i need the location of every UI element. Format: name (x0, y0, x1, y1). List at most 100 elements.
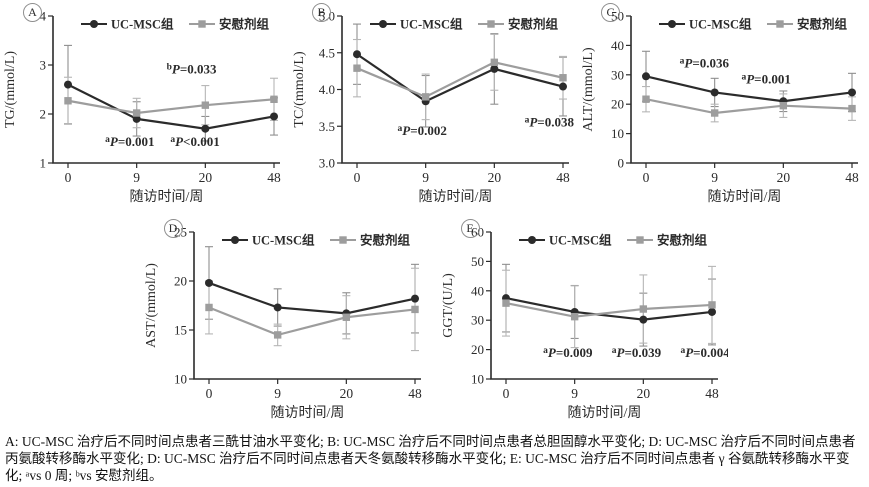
legend-marker-circle (230, 236, 239, 244)
series-line-placebo (208, 306, 415, 337)
p-value-annotation: aP=0.036 (680, 55, 730, 70)
legend-marker-circle (90, 20, 98, 28)
p-value-annotation: bP=0.033 (167, 61, 217, 76)
data-point-circle (559, 82, 567, 91)
y-axis-title: GGT/(U/L) (441, 273, 456, 338)
data-point-square (342, 313, 350, 321)
p-value-annotation: aP=0.001 (741, 72, 790, 87)
legend-label: 安慰剂组 (360, 233, 411, 248)
data-point-square (639, 305, 647, 313)
data-point-square (559, 74, 567, 82)
data-point-square (201, 101, 210, 109)
x-tick-label: 20 (777, 170, 791, 185)
p-value-annotation: aP=0.039 (611, 345, 661, 360)
y-tick-label: 40 (611, 38, 624, 53)
y-tick-label: 4.0 (319, 82, 335, 97)
series-line-placebo (645, 98, 853, 115)
panel-e: E 10 20 30 40 50 60 0 9 20 48 GGT/(U/L) 随访时间/周 UC-MS… (439, 218, 730, 430)
y-tick-label: 40 (471, 283, 484, 298)
x-axis-title: 随访时间/周 (130, 189, 204, 205)
data-point-circle (273, 303, 282, 312)
panel-c: C 0 10 20 30 40 50 0 9 20 48 ALT/(mmol/L) 随访时间/周 UC-… (579, 2, 868, 214)
x-tick-label: 48 (845, 170, 859, 185)
p-value-annotation: aP<0.001 (170, 134, 219, 149)
y-axis-title: ALT/(mmol/L) (581, 47, 596, 132)
legend-marker-square (338, 236, 347, 244)
data-point-circle (270, 112, 278, 121)
data-point-circle (204, 278, 213, 287)
x-axis-title: 随访时间/周 (270, 405, 344, 421)
data-point-square (642, 95, 650, 103)
legend-label: UC-MSC组 (400, 17, 463, 32)
chart-a-tg: 1 2 3 4 0 9 20 48 TG/(mmol/L) 随访时间/周 UC-MSC组 安慰剂组 bP… (3, 9, 281, 206)
x-tick-label: 0 (643, 170, 650, 185)
x-axis-title: 随访时间/周 (419, 189, 493, 205)
y-tick-label: 0 (618, 156, 625, 171)
y-tick-label: 15 (174, 323, 187, 338)
y-tick-label: 3 (40, 58, 47, 73)
data-point-square (410, 305, 419, 314)
y-axis-title: TG/(mmol/L) (3, 51, 18, 128)
x-tick-label: 9 (422, 170, 429, 185)
legend-marker-circle (668, 20, 676, 28)
panel-letter-a: A (23, 3, 42, 22)
data-point-circle (490, 64, 499, 73)
axis (52, 16, 280, 164)
p-value-annotation: aP=0.009 (543, 345, 593, 360)
axis (630, 16, 858, 164)
series-line-placebo (67, 98, 275, 115)
series-line-ucmsc (67, 83, 275, 130)
data-point-square (710, 109, 719, 117)
data-point-circle (707, 307, 716, 316)
data-point-circle (132, 114, 141, 123)
y-tick-label: 3.5 (319, 119, 335, 134)
y-tick-label: 2 (40, 107, 47, 122)
legend-label: UC-MSC组 (111, 17, 174, 32)
x-tick-label: 20 (199, 170, 213, 185)
data-point-square (64, 97, 72, 105)
series-line-placebo (356, 61, 564, 99)
legend-marker-square (776, 20, 784, 28)
data-point-square (779, 101, 788, 110)
chart-row-top: A 1 2 3 4 0 9 20 48 TG/(mmol/L) 随访时间/周 UC-MSC组 安慰剂组… (0, 2, 869, 214)
p-value-annotation: aP=0.038 (525, 114, 575, 129)
x-tick-label: 48 (267, 170, 281, 185)
y-tick-label: 10 (611, 126, 624, 141)
data-point-square (353, 64, 361, 72)
x-tick-label: 20 (636, 386, 650, 401)
x-tick-label: 20 (488, 170, 502, 185)
legend-marker-square (487, 20, 495, 28)
chart-b-tc: 3.03.54.04.55.00 9 20 48TC/(mmol/L)随访时间/周UC… (292, 9, 575, 206)
legend-label: 安慰剂组 (508, 17, 559, 32)
legend-label: UC-MSC组 (252, 233, 315, 248)
data-point-square (490, 58, 499, 67)
legend-marker-square (635, 236, 644, 244)
legend-label: UC-MSC组 (689, 17, 752, 32)
y-tick-label: 20 (611, 97, 624, 112)
x-tick-label: 9 (571, 386, 578, 401)
y-tick-label: 1 (40, 156, 47, 171)
data-point-circle (201, 124, 210, 133)
p-value-annotation: aP=0.001 (105, 134, 154, 149)
y-tick-label: 20 (174, 274, 187, 289)
data-point-circle (64, 80, 72, 89)
data-point-square (501, 299, 510, 307)
p-value-annotation: aP=0.002 (398, 123, 447, 138)
series-line-ucmsc (208, 281, 415, 315)
series-line-placebo (505, 302, 712, 318)
data-point-square (273, 331, 281, 339)
data-point-square (848, 104, 856, 113)
panel-a: A 1 2 3 4 0 9 20 48 TG/(mmol/L) 随访时间/周 UC-MSC组 安慰剂组… (1, 2, 290, 214)
figure-caption: A: UC-MSC 治疗后不同时间点患者三酰甘油水平变化; B: UC-MSC … (5, 434, 856, 483)
y-tick-label: 4 (40, 9, 47, 24)
data-point-circle (353, 50, 361, 59)
panel-letter-c: C (601, 3, 620, 22)
x-tick-label: 48 (408, 386, 422, 401)
panel-b: B 3.0 3.5 4.0 4.5 5.0 0 9 20 48 TC/(mmol/L) 随访时间/周… (290, 2, 579, 214)
data-point-square (132, 109, 141, 117)
data-point-circle (638, 315, 647, 324)
panel-letter-e: E (460, 219, 480, 238)
chart-row-bottom: D 10 15 20 25 0 9 20 48 AST/(mmol/L) 随访时间/周 UC-MSC… (0, 218, 869, 430)
